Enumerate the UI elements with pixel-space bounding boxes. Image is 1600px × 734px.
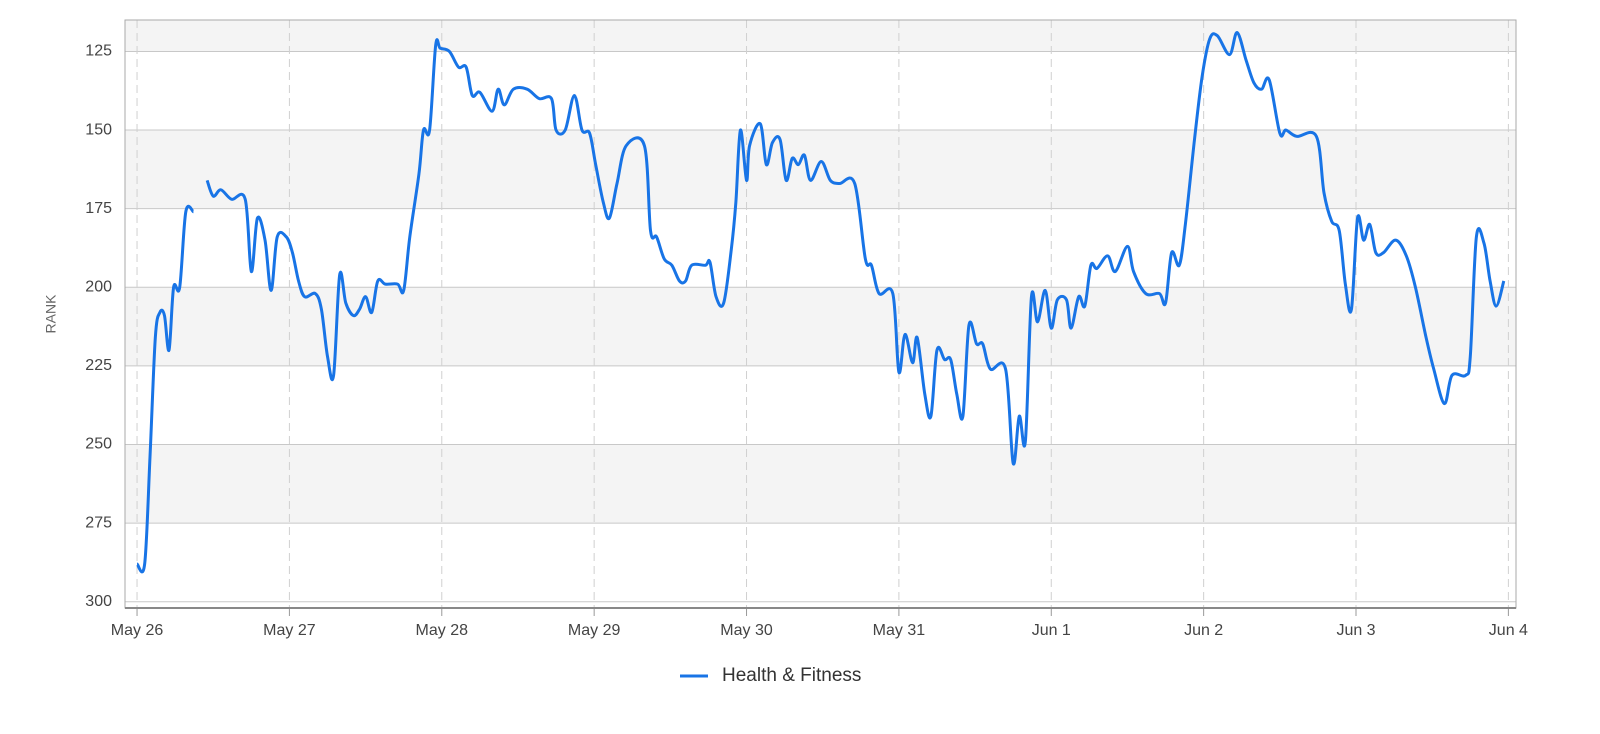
y-tick-label: 225	[85, 357, 112, 374]
y-tick-label: 250	[85, 436, 112, 453]
x-tick-label: May 26	[111, 622, 164, 639]
x-tick-label: Jun 3	[1336, 622, 1375, 639]
x-tick-label: Jun 4	[1489, 622, 1528, 639]
y-axis-label: RANK	[43, 294, 59, 334]
x-tick-label: Jun 1	[1032, 622, 1071, 639]
plot-band	[125, 20, 1516, 52]
y-tick-label: 200	[85, 278, 112, 295]
plot-band	[125, 287, 1516, 366]
x-tick-label: May 31	[873, 622, 926, 639]
y-tick-label: 125	[85, 43, 112, 60]
plot-band	[125, 444, 1516, 524]
x-tick-label: May 29	[568, 622, 621, 639]
x-tick-label: May 27	[263, 622, 316, 639]
x-tick-label: May 30	[720, 622, 773, 639]
x-tick-label: Jun 2	[1184, 622, 1223, 639]
y-tick-label: 150	[85, 121, 112, 138]
x-tick-label: May 28	[416, 622, 469, 639]
y-tick-label: 175	[85, 200, 112, 217]
legend-label: Health & Fitness	[722, 665, 861, 686]
data-line	[135, 31, 1506, 574]
y-tick-label: 300	[85, 593, 112, 610]
plot-band	[125, 130, 1516, 209]
y-tick-label: 275	[85, 514, 112, 531]
